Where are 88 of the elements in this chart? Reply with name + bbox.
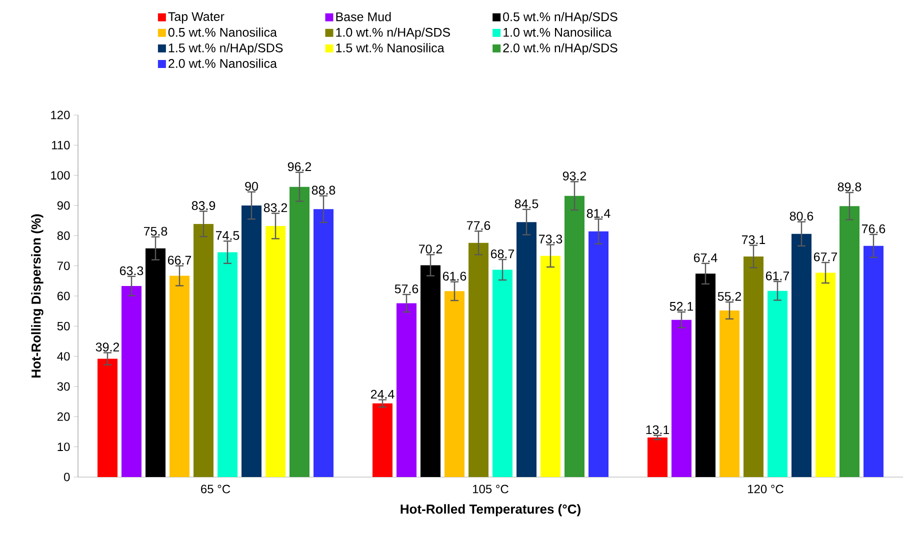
bar [218,252,238,477]
legend-label: Base Mud [336,12,391,22]
bar [816,272,836,477]
y-tick-label: 40 [57,352,70,361]
y-tick-label: 10 [58,442,70,452]
legend-label: 0.5 wt.% n/HAp/SDS [503,12,618,24]
data-label: 61.7 [766,271,790,280]
y-tick-label: 90 [57,201,70,210]
data-label: 52.1 [670,302,694,311]
data-label: 80.6 [790,212,814,221]
bar [648,437,668,477]
data-label: 76.6 [862,224,886,234]
bar [492,270,512,477]
bar [791,234,812,477]
y-axis-title: Hot-Rolling Dispersion (%) [31,214,44,378]
data-label: 83.9 [192,201,216,210]
data-label: 84.5 [514,199,538,208]
bar [420,265,441,477]
data-label: 93.2 [562,172,586,180]
bar [696,274,716,477]
bar [767,290,788,477]
bar [540,256,561,477]
data-label: 66.7 [168,256,192,265]
x-tick-label: 105 °C [473,484,508,494]
bar [444,291,465,477]
bar [290,186,310,477]
legend-label: 1.5 wt.% Nanosilica [336,43,444,52]
data-label: 90 [245,182,258,191]
y-tick-label: 0 [64,472,70,482]
legend-label: 1.0 wt.% Nanosilica [504,28,612,37]
y-tick-label: 110 [52,140,70,150]
y-tick-label: 60 [57,292,70,300]
bar [672,320,692,477]
legend-label: 1.0 wt.% n/HAp/SDS [336,28,450,40]
legend-label: 0.5 wt.% Nanosilica [168,28,277,37]
y-tick-label: 120 [51,110,70,120]
bar [242,205,262,477]
legend-label: 2.0 wt.% n/HAp/SDS [503,43,618,55]
data-label: 77.6 [466,221,490,230]
data-label: 73.3 [538,234,562,244]
data-label: 39.2 [96,342,120,352]
data-label: 57.6 [394,284,418,294]
data-label: 88.8 [312,186,336,195]
data-label: 75.8 [144,226,168,236]
bar [516,222,536,477]
x-axis-title: Hot-Rolled Temperatures (°C) [400,504,580,516]
y-tick-label: 100 [51,171,70,180]
bar [314,209,334,477]
bar [468,242,488,477]
data-label: 55.2 [718,292,742,301]
legend-label: 2.0 wt.% Nanosilica [168,58,277,68]
data-label: 70.2 [418,244,442,254]
bar [170,276,190,477]
data-label: 74.5 [216,231,240,240]
y-tick-label: 70 [57,262,70,270]
data-label: 89.8 [838,182,862,192]
data-label: 81.4 [586,209,610,218]
y-tick-label: 20 [57,412,70,421]
y-tick-label: 30 [57,382,70,391]
data-label: 83.2 [264,203,288,212]
bar [588,231,608,477]
bar [372,403,393,477]
bar [840,206,860,477]
y-tick-label: 50 [57,322,70,330]
bar [720,310,740,477]
data-label: 24.4 [370,390,394,399]
bar [194,224,214,477]
bar [98,358,118,477]
data-label: 96.2 [288,162,312,172]
legend-label: 1.5 wt.% n/HAp/SDS [168,43,283,55]
data-label: 68.7 [490,249,514,258]
data-label: 73.1 [742,235,766,244]
data-label: 67.4 [694,253,718,262]
y-tick-label: 80 [57,231,70,240]
data-label: 61.6 [442,272,466,281]
bar [122,286,142,477]
legend-label: Tap Water [168,12,224,24]
bar [864,246,884,477]
x-tick-label: 120 °C [748,484,784,494]
bar [266,226,286,477]
data-label: 67.7 [814,252,838,262]
data-label: 13.1 [646,425,670,434]
data-label: 63.3 [120,266,144,276]
bar [396,303,417,477]
bar [744,256,764,477]
bar [146,248,166,477]
bar [564,196,584,477]
x-tick-label: 65 °C [201,484,230,494]
